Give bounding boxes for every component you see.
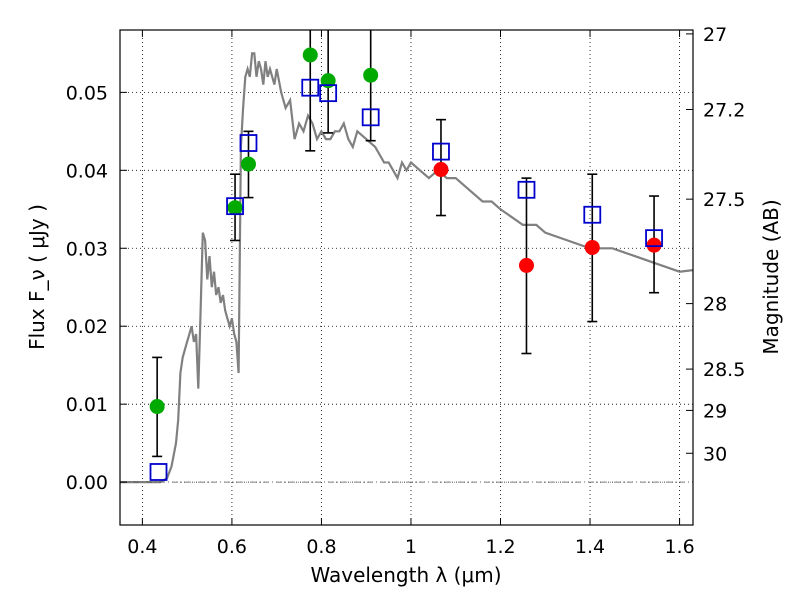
model-spectrum-line (120, 52, 693, 484)
model-photometry-square (361, 108, 380, 127)
data-point (149, 399, 165, 415)
y-tick-label: 0.05 (66, 82, 108, 104)
model-photometry-square (301, 78, 320, 97)
y-tick-label: 0.02 (66, 316, 108, 338)
x-tick-label: 1.4 (575, 536, 605, 558)
grid (120, 30, 693, 525)
x-tick-label: 0.8 (306, 536, 336, 558)
model-photometry-square (645, 229, 663, 248)
model-photometry-square (583, 205, 602, 224)
x-axis-label: Wavelength λ (μm) (310, 563, 501, 587)
right-tick-label: 27.2 (703, 100, 745, 122)
model-photometry-square (226, 197, 244, 216)
right-tick-label: 28 (703, 294, 727, 316)
y-tick-label: 0.04 (66, 160, 108, 182)
data-point (227, 200, 243, 216)
model-photometry-square (319, 84, 338, 103)
right-tick-label: 28.5 (703, 359, 745, 381)
model-photometry-square (149, 463, 168, 481)
x-tick-label: 0.4 (127, 536, 157, 558)
data-point (363, 67, 379, 83)
y-tick-label: 0.00 (66, 472, 108, 494)
x-tick-label: 0.6 (217, 536, 247, 558)
data-point (240, 156, 256, 172)
data-markers (149, 47, 663, 481)
model-photometry-square (432, 142, 450, 161)
right-tick-label: 27.5 (703, 189, 745, 211)
model-photometry-square (517, 180, 536, 199)
axis-ticks: 0.4 0.6 0.8 1 1.2 1.4 1.6 0.00 0.01 0.02 0.03 0.04 0… (66, 24, 746, 558)
data-point (518, 257, 534, 273)
right-axis-label: Magnitude (AB) (759, 199, 783, 354)
x-tick-label: 1.6 (664, 536, 694, 558)
x-tick-label: 1 (405, 536, 417, 558)
model-photometry-square (239, 134, 258, 152)
y-tick-label: 0.03 (66, 238, 108, 260)
right-tick-label: 27 (703, 24, 727, 46)
data-point (584, 239, 600, 255)
x-tick-label: 1.2 (485, 536, 515, 558)
plot-frame (119, 29, 694, 526)
y-tick-label: 0.01 (66, 394, 108, 416)
y-axis-label: Flux F_ν ( μJy ) (25, 204, 49, 350)
right-tick-label: 29 (703, 400, 727, 422)
data-point (646, 237, 662, 253)
data-point (433, 162, 449, 178)
data-point (302, 47, 318, 63)
right-tick-label: 30 (703, 443, 727, 465)
